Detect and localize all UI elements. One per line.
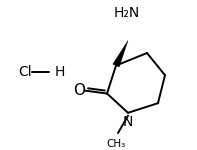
Text: N: N [123, 115, 133, 129]
Text: Cl: Cl [18, 65, 32, 79]
Text: O: O [73, 83, 85, 98]
Text: CH₃: CH₃ [106, 139, 126, 149]
Polygon shape [113, 40, 128, 67]
Text: H₂N: H₂N [114, 6, 140, 21]
Text: H: H [55, 65, 65, 79]
